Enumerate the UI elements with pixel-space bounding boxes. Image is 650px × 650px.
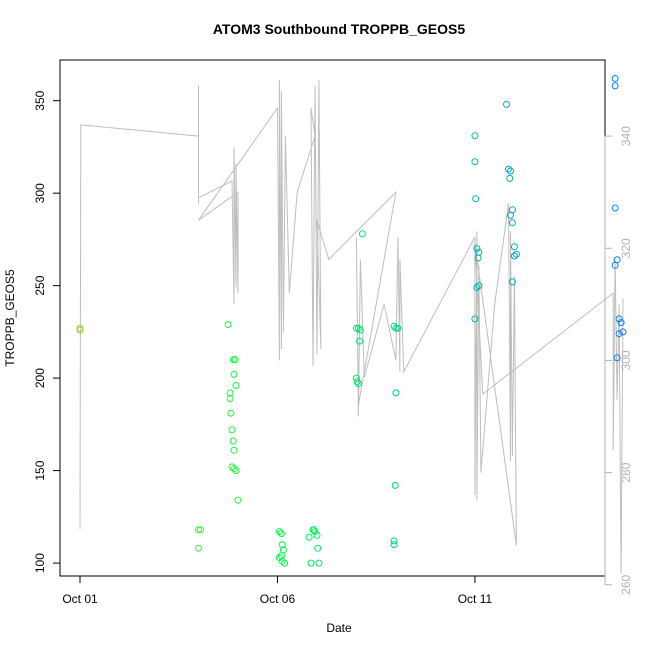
scatter-point [314, 544, 322, 552]
scatter-point [615, 330, 623, 338]
scatter-point [224, 321, 232, 328]
scatter-point [353, 378, 361, 386]
scatter-point [390, 537, 398, 545]
scatter-point [394, 324, 402, 332]
y-axis: 100 150 200 250 300 350 [33, 90, 61, 573]
scatter-point [506, 174, 514, 182]
scatter-point [473, 245, 481, 253]
scatter-point [356, 326, 364, 334]
scatter-point [392, 389, 400, 397]
scatter-point [391, 481, 399, 489]
scatter-point [619, 328, 627, 336]
scatter-point [197, 526, 204, 534]
y2-tick-label: 280 [619, 462, 633, 482]
scatter-point [473, 284, 481, 291]
scatter-point [195, 526, 202, 534]
x-tick-label: Oct 06 [260, 592, 296, 606]
scatter-point [226, 395, 234, 402]
scatter-point [356, 337, 364, 345]
scatter-point [354, 324, 362, 332]
scatter-point [281, 559, 289, 567]
x-axis-label: Date [326, 621, 352, 635]
scatter-point [390, 541, 398, 549]
scatter-point [230, 465, 238, 473]
scatter-point [392, 324, 400, 332]
scatter-point [507, 211, 514, 219]
y-tick-label: 350 [33, 90, 47, 110]
scatter-point [311, 528, 319, 536]
scatter-point [611, 82, 619, 90]
y-tick-label: 300 [33, 183, 47, 203]
scatter-point [76, 326, 84, 334]
x-axis: Oct 01 Oct 06 Oct 11 [62, 575, 493, 606]
scatter-point [313, 531, 321, 539]
scatter-point [195, 544, 202, 552]
x-tick-label: Oct 11 [458, 592, 493, 606]
scatter-point [617, 319, 625, 327]
scatter-point [508, 278, 516, 286]
scatter-point [354, 380, 362, 388]
y2-tick-label: 300 [619, 350, 633, 370]
scatter-point [228, 426, 236, 434]
y-tick-label: 150 [33, 460, 47, 480]
scatter-point [305, 533, 313, 541]
scatter-point [229, 437, 237, 445]
x-tick-label: Oct 01 [62, 592, 98, 606]
scatter-point [307, 559, 315, 567]
scatter-point [471, 158, 479, 166]
scatter-point [505, 165, 512, 173]
scatter-point [232, 467, 240, 475]
chart-title: ATOM3 Southbound TROPPB_GEOS5 [213, 21, 465, 37]
scatter-point [475, 282, 483, 290]
scatter-point [474, 254, 482, 262]
scatter-point [503, 100, 510, 108]
line-series-path [79, 79, 624, 574]
scatter-point [277, 530, 285, 537]
line-series [79, 79, 624, 574]
scatter-point [472, 195, 480, 203]
scatter-point [512, 250, 520, 258]
y-tick-label: 100 [33, 553, 47, 573]
scatter-point [611, 261, 619, 269]
scatter-point [234, 496, 242, 504]
scatter-point [227, 409, 235, 417]
scatter-point [390, 322, 398, 330]
scatter-point [279, 546, 287, 554]
scatter-point [613, 354, 621, 362]
scatter-point [471, 132, 479, 140]
y-tick-label: 200 [33, 368, 47, 388]
scatter-point [229, 356, 237, 364]
y2-tick-label: 320 [619, 238, 633, 258]
scatter-point [507, 167, 514, 175]
scatter-point [611, 75, 619, 82]
scatter-point [228, 463, 236, 471]
scatter-point [615, 315, 623, 323]
scatter-point [508, 219, 516, 227]
scatter-point [310, 526, 318, 534]
scatter-point [510, 252, 518, 260]
y2-axis: 260 280 300 320 340 [604, 126, 633, 595]
scatter-point [611, 204, 619, 212]
y2-tick-label: 260 [619, 574, 633, 594]
scatter-point [231, 356, 239, 364]
y2-tick-label: 340 [619, 126, 633, 146]
scatter-point [278, 541, 286, 549]
scatter-point [275, 528, 283, 536]
scatter-point [315, 559, 323, 567]
scatter-point [232, 382, 240, 389]
y-tick-label: 250 [33, 275, 47, 295]
scatter-point [358, 230, 366, 238]
scatter-point [471, 315, 479, 323]
scatter-series [76, 75, 627, 567]
scatter-point [510, 243, 518, 251]
scatter-point [508, 206, 516, 214]
scatter-point [230, 370, 238, 378]
y-axis-label: TROPPB_GEOS5 [3, 269, 17, 367]
scatter-point [352, 324, 360, 332]
plot-frame [59, 59, 606, 577]
scatter-point [230, 446, 238, 454]
